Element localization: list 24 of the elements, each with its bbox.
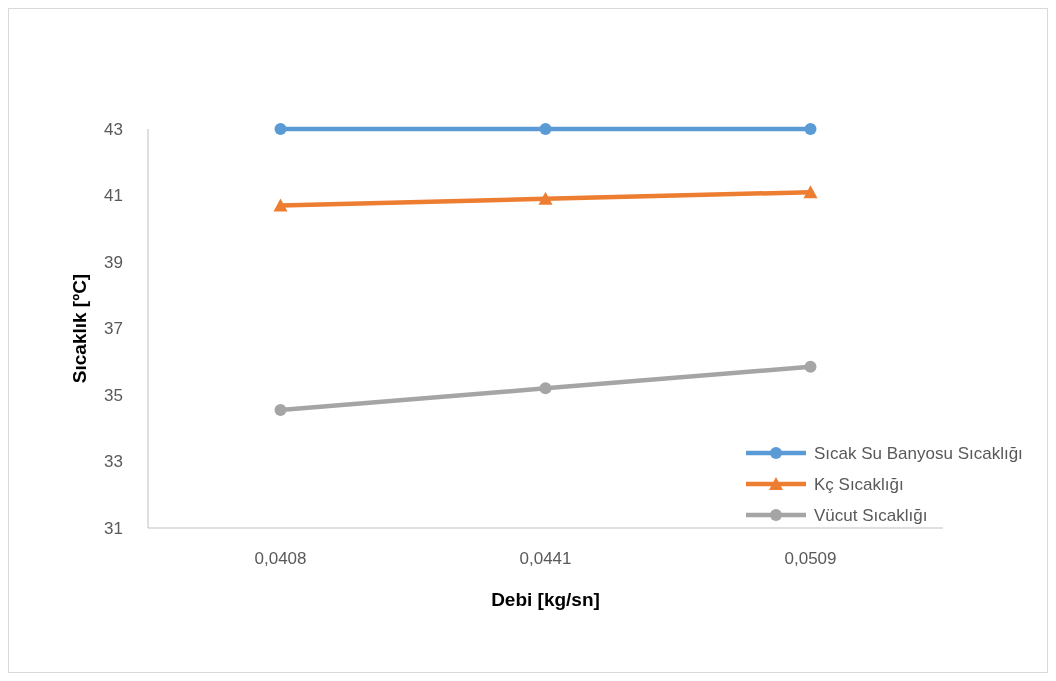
x-tick-label: 0,0509 — [784, 549, 837, 568]
y-tick-label: 39 — [104, 252, 123, 272]
point — [803, 185, 818, 199]
y-axis-title: Sıcaklık [ºC] — [69, 273, 90, 384]
legend-label: Sıcak Su Banyosu Sıcaklığı — [814, 443, 1023, 463]
point — [539, 382, 552, 395]
y-tick-label: 33 — [104, 452, 123, 472]
y-tick-label: 35 — [104, 385, 123, 405]
point — [538, 191, 553, 205]
point — [804, 360, 817, 373]
y-tick-label: 31 — [104, 518, 123, 538]
x-tick-label: 0,0441 — [519, 549, 572, 568]
y-tick-label: 43 — [104, 119, 123, 139]
x-axis-title: Debi [kg/sn] — [491, 589, 600, 610]
y-tick-label: 37 — [104, 319, 123, 339]
point — [804, 123, 817, 135]
point — [273, 198, 288, 212]
x-tick-label: 0,0408 — [254, 549, 307, 568]
point — [274, 123, 287, 135]
y-tick-label: 41 — [104, 186, 123, 206]
point — [539, 123, 552, 135]
legend-label: Vücut Sıcaklığı — [814, 505, 928, 525]
point — [274, 403, 287, 416]
legend-label: Kç Sıcaklığı — [814, 474, 904, 494]
